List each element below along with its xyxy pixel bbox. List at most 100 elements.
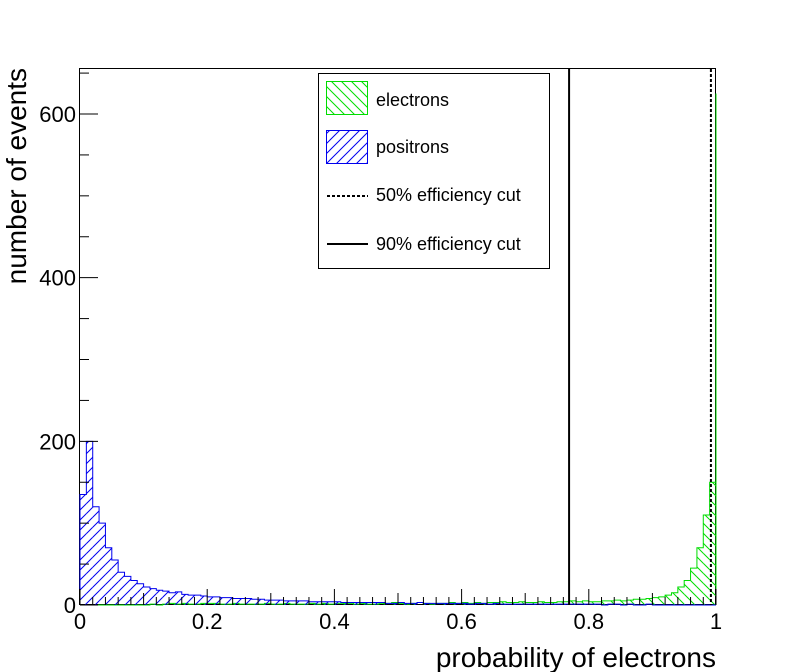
- bar-electrons: [709, 482, 716, 605]
- legend-label-50-cut: 50% efficiency cut: [376, 185, 521, 205]
- bar-positrons: [347, 602, 354, 605]
- bar-positrons: [455, 603, 462, 605]
- y-tick-label: 200: [39, 429, 76, 454]
- bar-positrons: [175, 591, 182, 605]
- bar-positrons: [378, 602, 386, 605]
- bar-positrons: [239, 598, 246, 605]
- bar-positrons: [219, 597, 227, 605]
- bar-electrons: [595, 601, 602, 605]
- legend-swatch-positrons: [326, 130, 368, 164]
- bar-electrons: [569, 600, 577, 605]
- bar-electrons: [639, 599, 647, 605]
- x-tick-label: 1: [710, 609, 722, 634]
- bar-electrons: [537, 601, 545, 605]
- bar-positrons: [226, 597, 233, 605]
- bar-positrons: [448, 603, 456, 605]
- bar-positrons: [270, 600, 278, 605]
- legend-label-positrons: positrons: [376, 137, 449, 157]
- bar-positrons: [302, 600, 309, 605]
- x-axis-title: probability of electrons: [436, 642, 716, 672]
- bar-electrons: [646, 598, 653, 605]
- bar-electrons: [677, 586, 685, 605]
- bar-positrons: [372, 602, 379, 605]
- series-positrons: [79, 440, 716, 606]
- bar-electrons: [665, 595, 672, 605]
- x-tick-label: 0.4: [319, 609, 350, 634]
- bar-positrons: [410, 603, 418, 605]
- bar-electrons: [703, 514, 710, 605]
- series-layer: [79, 93, 717, 606]
- x-tick-label: 0.8: [574, 609, 605, 634]
- bar-positrons: [207, 596, 214, 605]
- bar-positrons: [391, 603, 398, 605]
- bar-electrons: [684, 580, 691, 605]
- bar-electrons: [499, 601, 507, 605]
- bar-positrons: [200, 595, 208, 605]
- bar-electrons: [588, 601, 596, 605]
- bar-positrons: [461, 603, 468, 605]
- bar-positrons: [436, 603, 443, 605]
- bar-positrons: [156, 590, 163, 605]
- bar-electrons: [633, 599, 640, 605]
- bar-positrons: [353, 602, 360, 605]
- axis-layer: 0 0.2 0.4 0.6 0.8 1 0 200 400 600: [39, 72, 722, 634]
- bar-positrons: [99, 523, 106, 605]
- bar-electrons: [563, 601, 570, 605]
- bar-positrons: [308, 601, 316, 605]
- bar-positrons: [118, 572, 125, 605]
- bar-positrons: [86, 441, 93, 605]
- bar-positrons: [385, 603, 392, 605]
- bar-positrons: [340, 602, 348, 605]
- x-tick-label: 0.6: [446, 609, 477, 634]
- x-tick-label: 0.2: [192, 609, 223, 634]
- legend-swatch-electrons: [326, 81, 368, 115]
- bar-positrons: [111, 559, 119, 605]
- bar-positrons: [194, 595, 201, 605]
- bar-electrons: [626, 600, 634, 605]
- bar-electrons: [690, 568, 697, 605]
- bar-positrons: [442, 603, 449, 605]
- bar-positrons: [480, 603, 488, 605]
- bar-positrons: [251, 599, 259, 605]
- bar-positrons: [493, 603, 500, 605]
- bar-positrons: [334, 601, 341, 605]
- bar-positrons: [188, 595, 195, 605]
- bar-positrons: [149, 588, 157, 605]
- bar-positrons: [169, 592, 176, 605]
- bar-positrons: [398, 602, 405, 605]
- bar-electrons: [652, 597, 659, 605]
- bar-electrons: [518, 601, 526, 605]
- bar-positrons: [328, 601, 335, 605]
- legend-label-90-cut: 90% efficiency cut: [376, 234, 521, 254]
- bar-positrons: [296, 600, 303, 605]
- bar-positrons: [321, 601, 329, 605]
- bar-positrons: [417, 602, 424, 605]
- x-tick-label: 0: [74, 609, 86, 634]
- y-tick-label: 0: [64, 593, 76, 618]
- bar-positrons: [289, 600, 297, 605]
- bar-positrons: [124, 576, 131, 605]
- bar-positrons: [213, 596, 220, 605]
- bar-electrons: [582, 600, 589, 605]
- bar-positrons: [130, 580, 138, 605]
- y-axis-title: number of events: [1, 68, 32, 284]
- bar-positrons: [181, 594, 189, 605]
- bar-electrons: [671, 592, 678, 605]
- legend-label-electrons: electrons: [376, 90, 449, 110]
- bar-positrons: [258, 599, 265, 605]
- bar-electrons: [576, 601, 583, 605]
- bar-electrons: [557, 601, 564, 605]
- bar-electrons: [620, 600, 627, 605]
- bar-positrons: [92, 506, 100, 605]
- bar-electrons: [696, 547, 704, 605]
- bar-positrons: [315, 601, 322, 605]
- bar-positrons: [366, 602, 373, 605]
- bar-positrons: [105, 547, 112, 605]
- bar-electrons: [614, 600, 621, 605]
- bar-electrons: [607, 600, 615, 605]
- outline-positrons: [79, 440, 716, 606]
- bar-positrons: [474, 603, 481, 605]
- y-tick-label: 600: [39, 102, 76, 127]
- bar-positrons: [80, 494, 87, 605]
